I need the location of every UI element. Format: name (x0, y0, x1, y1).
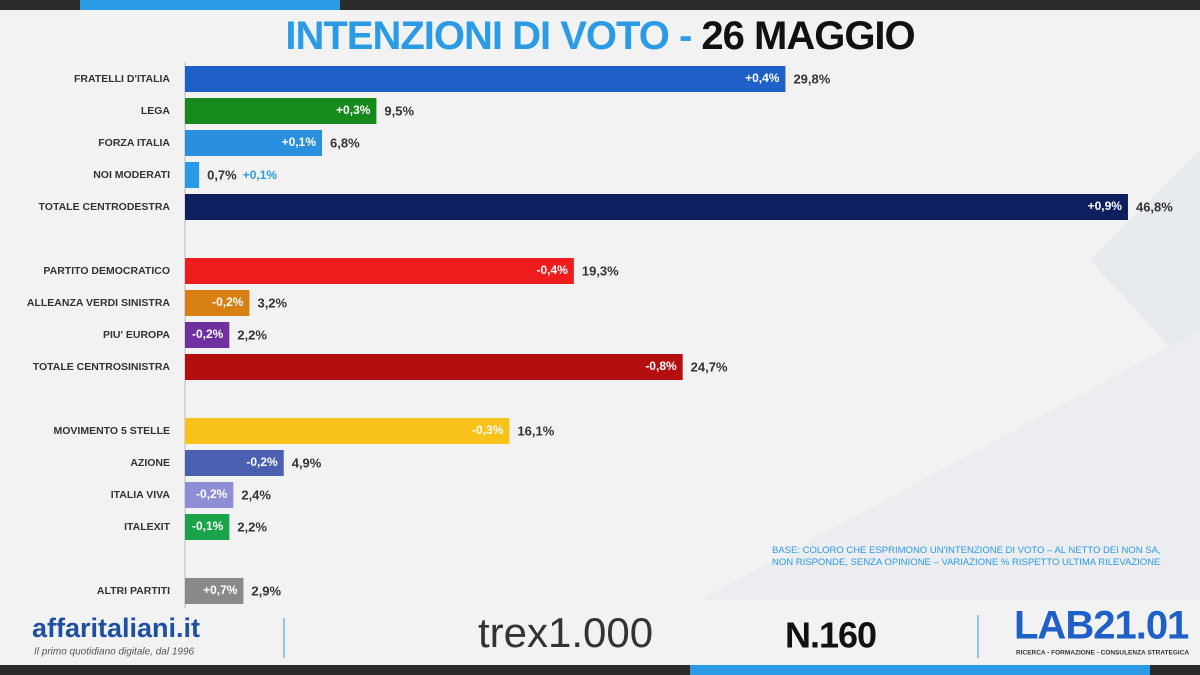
bar (185, 66, 786, 92)
change-label: +0,7% (203, 583, 238, 597)
note-box: BASE: COLORO CHE ESPRIMONO UN'INTENZIONE… (772, 545, 1161, 568)
value-label: 46,8% (1136, 199, 1173, 214)
publisher-tagline: Il primo quotidiano digitale, dal 1996 (34, 647, 195, 658)
bar (185, 578, 244, 604)
value-label: 19,3% (582, 263, 619, 278)
decoration (700, 330, 1200, 600)
lab-logo: LAB21.01 (1014, 604, 1189, 648)
bar (185, 450, 284, 476)
title-date: 26 MAGGIO (701, 14, 914, 58)
category-label: FRATELLI D'ITALIA (74, 73, 170, 85)
bar (185, 322, 230, 348)
category-label: ITALIA VIVA (111, 489, 171, 501)
change-label: -0,3% (472, 423, 504, 437)
change-label: -0,2% (246, 455, 278, 469)
category-label: LEGA (141, 105, 171, 117)
bar (185, 98, 377, 124)
note: BASE: COLORO CHE ESPRIMONO UN'INTENZIONE… (772, 545, 1161, 568)
value-label: 29,8% (793, 71, 830, 86)
value-label: 4,9% (292, 455, 322, 470)
bar (185, 162, 200, 188)
lab-tagline: RICERCA - FORMAZIONE - CONSULENZA STRATE… (1016, 650, 1189, 657)
change-label: -0,8% (645, 359, 677, 373)
change-label: -0,1% (192, 519, 224, 533)
value-label: 9,5% (384, 103, 414, 118)
change-label: +0,3% (336, 103, 371, 117)
category-label: TOTALE CENTRODESTRA (39, 201, 171, 213)
chart-title: INTENZIONI DI VOTO - 26 MAGGIO (285, 14, 914, 58)
bar (185, 258, 574, 284)
category-label: ITALEXIT (124, 521, 170, 533)
bar (185, 130, 323, 156)
issue-number: N.160 (785, 615, 876, 656)
partner-logo: trex1.000 (478, 609, 653, 656)
bottom-strip (0, 665, 1200, 675)
value-label: 2,2% (237, 519, 267, 534)
change-label: +0,1% (282, 135, 317, 149)
bar (185, 418, 510, 444)
publisher: affaritaliani.it (32, 613, 200, 643)
change-label: -0,2% (196, 487, 228, 501)
value-label: 3,2% (257, 295, 287, 310)
value-label: 0,7% (207, 167, 237, 182)
category-label: MOVIMENTO 5 STELLE (54, 425, 170, 437)
value-label: 6,8% (330, 135, 360, 150)
value-label: 2,4% (241, 487, 271, 502)
change-label: +0,9% (1088, 199, 1123, 213)
bar (185, 290, 250, 316)
change-label: +0,4% (745, 71, 780, 85)
value-label: 24,7% (691, 359, 728, 374)
category-label: FORZA ITALIA (98, 137, 170, 149)
value-label: 2,9% (251, 583, 281, 598)
bottom-strip-accent (690, 665, 1150, 675)
category-label: ALTRI PARTITI (97, 585, 170, 597)
value-label: 16,1% (517, 423, 554, 438)
category-label: AZIONE (130, 457, 170, 469)
value-label: 2,2% (237, 327, 267, 342)
category-label: ALLEANZA VERDI SINISTRA (27, 297, 171, 309)
category-label: PIU' EUROPA (103, 329, 170, 341)
change-label: -0,4% (537, 263, 569, 277)
category-label: NOI MODERATI (93, 169, 170, 181)
bar (185, 482, 234, 508)
title-main: INTENZIONI DI VOTO - (285, 14, 691, 58)
change-label: +0,1% (243, 168, 278, 182)
bar (185, 514, 230, 540)
top-strip (0, 0, 1200, 10)
bar (185, 354, 683, 380)
decoration (1090, 150, 1200, 380)
change-label: -0,2% (212, 295, 244, 309)
category-label: PARTITO DEMOCRATICO (43, 265, 170, 277)
top-strip-accent (80, 0, 340, 10)
bar (185, 194, 1128, 220)
category-label: TOTALE CENTROSINISTRA (33, 361, 171, 373)
change-label: -0,2% (192, 327, 224, 341)
